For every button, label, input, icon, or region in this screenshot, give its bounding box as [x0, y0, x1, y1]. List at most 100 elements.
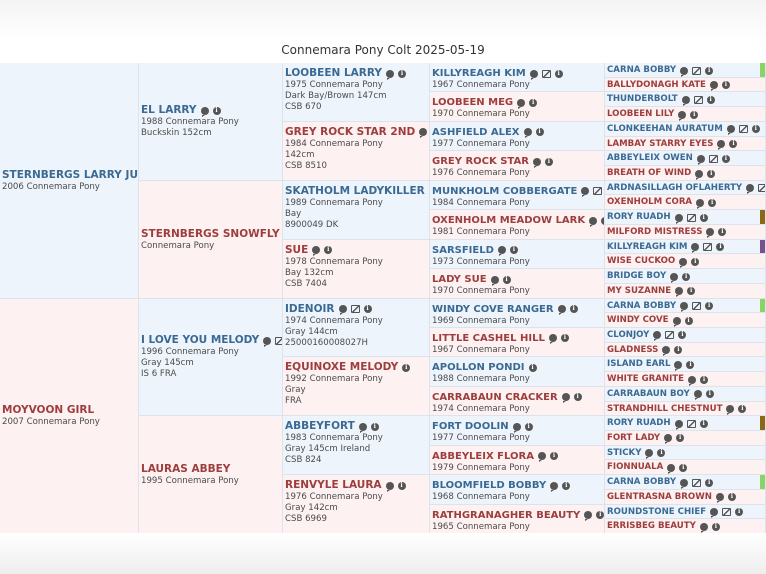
horse-name-text[interactable]: WINDY COVE [607, 315, 669, 326]
pedigree-cell[interactable]: FORT DOOLIN i 1977 Connemara Pony [430, 416, 605, 446]
comment-icon[interactable] [662, 346, 671, 357]
pedigree-cell[interactable]: STERNBERGS LARRY JUNIOR2006 Connemara Po… [0, 63, 139, 299]
info-icon[interactable]: i [324, 246, 333, 255]
pedigree-cell[interactable]: ISLAND EARL i [605, 357, 766, 373]
info-icon[interactable]: i [676, 434, 685, 443]
pedigree-cell[interactable]: LAURAS ABBEY 1995 Connemara Pony [139, 416, 283, 534]
horse-name[interactable]: BREATH OF WIND i [607, 167, 716, 180]
horse-name-text[interactable]: LADY SUE [432, 274, 487, 286]
pedigree-cell[interactable]: FIONNUALA i [605, 460, 766, 476]
horse-name-text[interactable]: EQUINOXE MELODY [285, 361, 399, 374]
pedigree-cell[interactable]: SUE i 1978 Connemara Pony Bay 132cm CSB 7404 [283, 239, 430, 299]
pedigree-cell[interactable]: IDENOIR i 1974 Connemara Pony Gray 144cm 250… [283, 298, 430, 358]
comment-icon[interactable] [679, 257, 688, 268]
pedigree-cell[interactable]: GREY ROCK STAR i 1976 Connemara Pony [430, 151, 605, 181]
info-icon[interactable]: i [721, 154, 730, 163]
horse-name[interactable]: MUNKHOLM COBBERGATEi [432, 185, 604, 198]
photo-icon[interactable] [686, 213, 696, 222]
horse-name[interactable]: CLONKEEHAN AURATUM i [607, 123, 760, 136]
horse-name[interactable]: LOOBEEN MEG i [432, 96, 538, 109]
comment-icon[interactable] [523, 128, 532, 139]
horse-name-text[interactable]: MILFORD MISTRESS [607, 226, 703, 237]
pedigree-cell[interactable]: ROUNDSTONE CHIEF i [605, 504, 766, 520]
comment-icon[interactable] [537, 452, 546, 463]
pedigree-cell[interactable]: ABBEYFORT i 1983 Connemara Pony Gray 145cm … [283, 416, 430, 476]
comment-icon[interactable] [672, 316, 681, 327]
horse-name-text[interactable]: ERRISBEG BEAUTY [607, 521, 696, 532]
photo-icon[interactable] [708, 154, 718, 163]
comment-icon[interactable] [706, 228, 715, 239]
horse-name[interactable]: STERNBERGS LARRY JUNIOR [2, 169, 138, 182]
pedigree-cell[interactable]: LOOBEEN MEG i 1970 Connemara Pony [430, 92, 605, 122]
info-icon[interactable]: i [735, 508, 744, 517]
comment-icon[interactable] [717, 140, 726, 151]
comment-icon[interactable] [385, 481, 394, 492]
horse-name-text[interactable]: GLADNESS [607, 344, 659, 355]
pedigree-cell[interactable]: LITTLE CASHEL HILL i 1967 Connemara Pony [430, 327, 605, 358]
horse-name-text[interactable]: MY SUZANNE [607, 285, 672, 296]
horse-name-text[interactable]: ARDNASILLAGH OFLAHERTY [607, 182, 743, 193]
horse-name-text[interactable]: THUNDERBOLT [607, 94, 678, 105]
horse-name[interactable]: EL LARRY i [141, 104, 239, 117]
horse-name[interactable]: MY SUZANNE i [607, 285, 696, 298]
horse-name[interactable]: OXENHOLM CORA i [607, 196, 717, 209]
comment-icon[interactable] [693, 390, 702, 401]
info-icon[interactable]: i [708, 198, 717, 207]
horse-name[interactable]: GREY ROCK STAR i [432, 155, 553, 168]
horse-name-text[interactable]: BALLYDONAGH KATE [607, 79, 706, 90]
pedigree-cell[interactable]: MUNKHOLM COBBERGATEi1984 Connemara Pony [430, 180, 605, 211]
pedigree-cell[interactable]: MOYVOON GIRL 2007 Connemara Pony [0, 298, 139, 534]
info-icon[interactable]: i [699, 419, 708, 428]
horse-name-text[interactable]: MOYVOON GIRL [2, 404, 95, 417]
horse-name[interactable]: STRANDHILL CHESTNUT i [607, 403, 747, 416]
photo-icon[interactable] [275, 336, 282, 345]
horse-name[interactable]: LOOBEEN LARRY i [285, 67, 406, 80]
info-icon[interactable]: i [729, 140, 738, 149]
pedigree-cell[interactable]: BALLYDONAGH KATE i [605, 77, 766, 93]
pedigree-cell[interactable]: CARNA BOBBY i [605, 475, 766, 490]
pedigree-cell[interactable]: CARRABAUN BOY i [605, 386, 766, 402]
pedigree-cell[interactable]: OXENHOLM CORA i [605, 195, 766, 211]
horse-name-text[interactable]: LAURAS ABBEY [141, 463, 231, 476]
horse-name[interactable]: ISLAND EARL i [607, 358, 695, 371]
info-icon[interactable]: i [699, 213, 708, 222]
horse-name[interactable]: CARNA BOBBY i [607, 64, 714, 77]
photo-icon[interactable] [593, 187, 603, 196]
photo-icon[interactable] [703, 243, 713, 252]
horse-name-text[interactable]: CLONJOY [607, 329, 650, 340]
comment-icon[interactable] [529, 69, 538, 80]
pedigree-cell[interactable]: GLADNESS i [605, 342, 766, 358]
horse-name[interactable]: WINDY COVE RANGER i [432, 303, 578, 316]
horse-name[interactable]: CARNA BOBBY i [607, 300, 714, 313]
horse-name-text[interactable]: WINDY COVE RANGER [432, 303, 554, 315]
comment-icon[interactable] [312, 246, 321, 257]
photo-icon[interactable] [692, 478, 702, 487]
horse-name[interactable]: ABBEYFORT i [285, 420, 383, 433]
info-icon[interactable]: i [705, 302, 714, 310]
comment-icon[interactable] [674, 419, 683, 430]
comment-icon[interactable] [561, 393, 570, 404]
pedigree-cell[interactable]: MILFORD MISTRESS i [605, 224, 766, 240]
horse-name[interactable]: CARNA BOBBY i [607, 476, 714, 489]
horse-name-text[interactable]: STERNBERGS SNOWFLY [141, 227, 280, 240]
horse-name[interactable]: LITTLE CASHEL HILL i [432, 332, 569, 345]
comment-icon[interactable] [670, 272, 679, 283]
horse-name[interactable]: THUNDERBOLT i [607, 93, 715, 106]
comment-icon[interactable] [691, 243, 700, 254]
pedigree-cell[interactable]: SKATHOLM LADYKILLERi1989 Connemara PonyB… [283, 180, 430, 240]
pedigree-cell[interactable]: ABBEYLEIX OWEN i [605, 151, 766, 167]
info-icon[interactable]: i [573, 393, 582, 402]
info-icon[interactable]: i [705, 478, 714, 487]
comment-icon[interactable] [681, 95, 690, 106]
comment-icon[interactable] [726, 125, 735, 136]
pedigree-cell[interactable]: LOOBEEN LARRY i 1975 Connemara Pony Dark Ba… [283, 63, 430, 122]
comment-icon[interactable] [385, 69, 394, 80]
info-icon[interactable]: i [686, 360, 695, 369]
comment-icon[interactable] [680, 302, 689, 312]
horse-name[interactable]: FORT DOOLIN i [432, 420, 533, 433]
horse-name-text[interactable]: FORT DOOLIN [432, 421, 509, 433]
horse-name[interactable]: LAURAS ABBEY [141, 463, 239, 476]
horse-name-text[interactable]: KILLYREAGH KIM [432, 68, 526, 79]
horse-name-text[interactable]: STRANDHILL CHESTNUT [607, 403, 723, 414]
pedigree-cell[interactable]: ARDNASILLAGH OFLAHERTYi [605, 180, 766, 196]
